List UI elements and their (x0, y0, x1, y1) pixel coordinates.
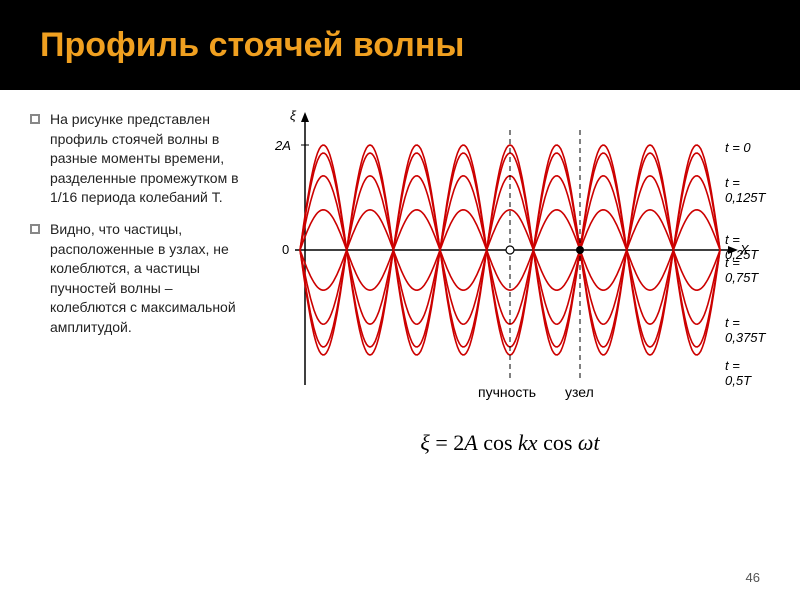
formula-cos2: cos (538, 430, 578, 455)
standing-wave-chart: ξ 2A 0 X t = 0 t = 0,125T t = 0,25T t = … (260, 110, 760, 390)
bullet-item: Видно, что частицы, расположенные в узла… (30, 220, 240, 338)
bullet-marker-icon (30, 224, 40, 234)
time-label-2b: t = 0,75T (725, 255, 760, 285)
bullet-item: На рисунке представлен профиль стоячей в… (30, 110, 240, 208)
bullet-marker-icon (30, 114, 40, 124)
axis-label-zero: 0 (282, 242, 289, 257)
time-label-0: t = 0 (725, 140, 751, 155)
figure-column: ξ 2A 0 X t = 0 t = 0,125T t = 0,25T t = … (250, 110, 770, 456)
slide-title: Профиль стоячей волны (40, 26, 464, 65)
title-bar: Профиль стоячей волны (0, 0, 800, 90)
time-label-1: t = 0,125T (725, 175, 765, 205)
axis-label-xi: ξ (290, 108, 296, 123)
axis-label-2a: 2A (275, 138, 291, 153)
wave-svg (260, 110, 760, 390)
time-label-4: t = 0,5T (725, 358, 760, 388)
formula-cos1: cos (478, 430, 518, 455)
standing-wave-formula: ξ = 2A cos kx cos ωt (420, 430, 599, 456)
formula-kx: kx (518, 430, 538, 455)
formula-t: t (593, 430, 599, 455)
formula-xi: ξ (420, 430, 429, 455)
formula-omega: ω (578, 430, 594, 455)
node-label: узел (565, 384, 594, 400)
formula-A: A (464, 430, 477, 455)
bullet-list: На рисунке представлен профиль стоячей в… (30, 110, 250, 456)
bullet-text: На рисунке представлен профиль стоячей в… (50, 110, 240, 208)
page-number: 46 (746, 570, 760, 585)
time-label-3: t = 0,375T (725, 315, 765, 345)
formula-eq: = 2 (430, 430, 464, 455)
antinode-label: пучность (478, 384, 536, 400)
content-area: На рисунке представлен профиль стоячей в… (0, 90, 800, 466)
bullet-text: Видно, что частицы, расположенные в узла… (50, 220, 240, 338)
